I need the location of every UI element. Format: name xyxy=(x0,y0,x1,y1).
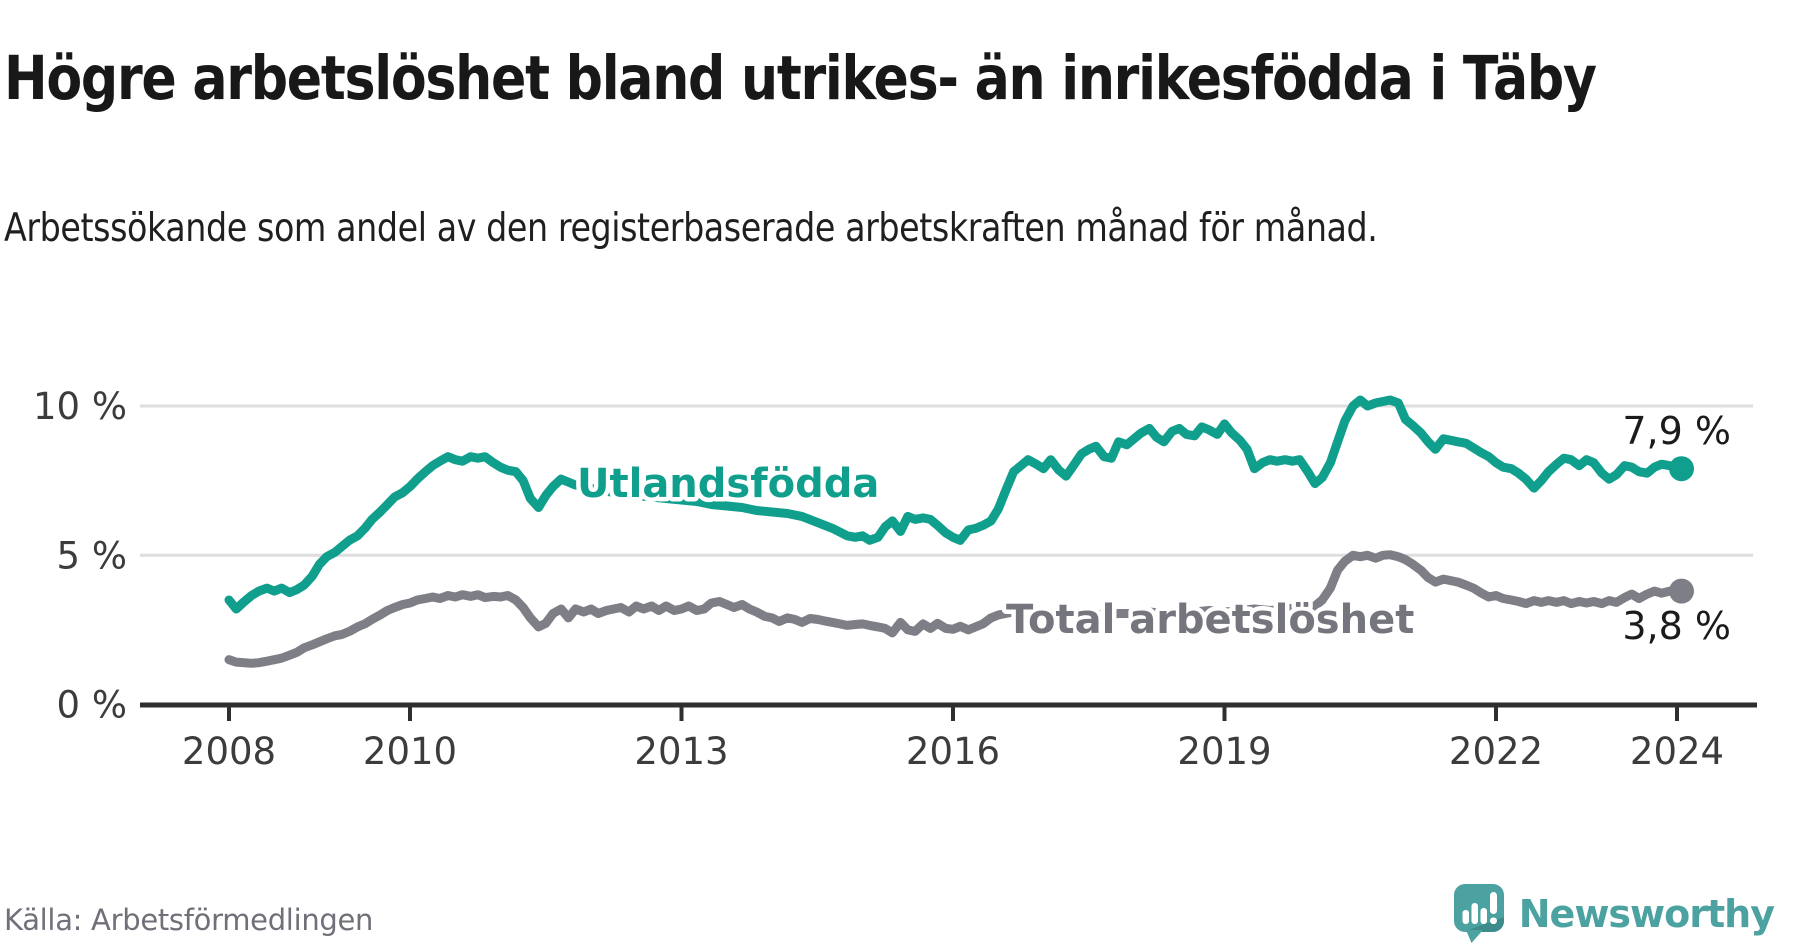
source-attribution: Källa: Arbetsförmedlingen xyxy=(4,903,374,937)
newsworthy-logo-text: Newsworthy xyxy=(1518,891,1775,936)
x-tick-label: 2010 xyxy=(363,730,457,773)
y-tick-label: 10 % xyxy=(33,385,127,428)
chart-subtitle: Arbetssökande som andel av den registerb… xyxy=(4,206,1378,251)
y-tick-label: 5 % xyxy=(57,534,127,577)
x-tick-label: 2013 xyxy=(634,730,728,773)
end-dot-utlandsfodda xyxy=(1669,456,1694,482)
x-tick-label: 2022 xyxy=(1449,730,1543,773)
x-tick-label: 2019 xyxy=(1177,730,1271,773)
newsworthy-logo: Newsworthy xyxy=(1453,884,1775,943)
series-line-total xyxy=(224,550,1686,668)
x-axis-ticks: 2008 2010 2013 2016 2019 2022 2024 xyxy=(182,706,1724,773)
x-tick-label: 2008 xyxy=(182,730,276,773)
newsworthy-speech-bubble-icon xyxy=(1453,884,1504,943)
y-tick-label: 0 % xyxy=(57,684,127,727)
x-tick-label: 2016 xyxy=(906,730,1000,773)
y-axis-labels: 0 % 5 % 10 % xyxy=(33,385,127,727)
x-tick-label: 2024 xyxy=(1630,730,1724,773)
series-line-utlandsfodda xyxy=(224,395,1686,614)
end-value-total: 3,8 % xyxy=(1622,604,1731,648)
series-label-total: Total arbetslöshet xyxy=(1006,597,1414,643)
end-dot-total xyxy=(1669,578,1694,604)
gridlines xyxy=(140,404,1753,557)
end-value-utlandsfodda: 7,9 % xyxy=(1622,409,1731,453)
series-label-utlandsfodda: Utlandsfödda xyxy=(577,461,879,507)
page-title: Högre arbetslöshet bland utrikes- än inr… xyxy=(4,42,1597,114)
